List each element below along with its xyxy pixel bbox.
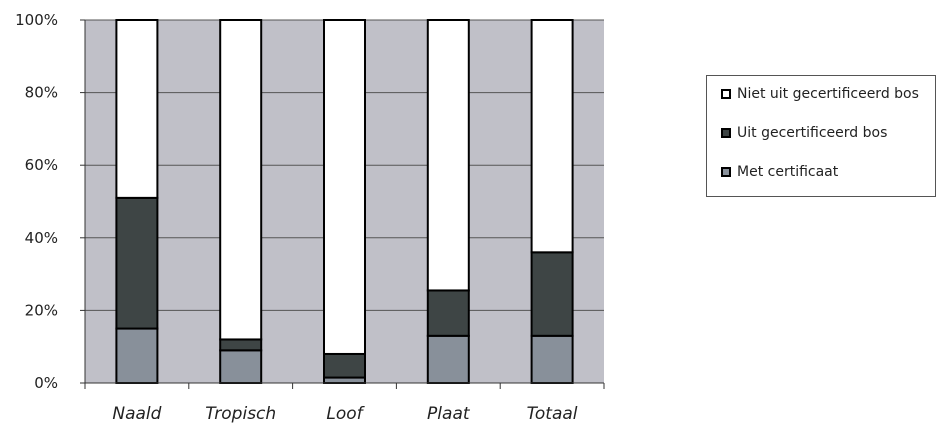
bars [115, 19, 574, 384]
y-tick-label: 100% [15, 11, 58, 29]
y-tick-label: 0% [34, 374, 58, 392]
legend-label: Niet uit gecertificeerd bos [737, 86, 919, 102]
bar-segment [530, 334, 574, 384]
x-category-label: Loof [326, 404, 365, 424]
legend-item-niet-uit-gecertificeerd-bos: Niet uit gecertificeerd bos [721, 86, 919, 102]
legend-label: Met certificaat [737, 164, 839, 180]
legend: Niet uit gecertificeerd bos Uit gecertif… [706, 75, 936, 197]
legend-item-met-certificaat: Met certificaat [721, 164, 838, 180]
y-tick-label: 80% [25, 84, 58, 102]
x-category-label: Tropisch [205, 404, 276, 424]
bar-segment [323, 352, 366, 379]
legend-swatch [721, 167, 731, 177]
axes [84, 20, 605, 389]
bar-segment [426, 19, 470, 292]
y-tick-label: 20% [25, 301, 58, 319]
legend-swatch [721, 128, 731, 138]
legend-item-uit-gecertificeerd-bos: Uit gecertificeerd bos [721, 125, 887, 141]
y-axis-ticks: 0% 20% 40% 60% 80% 100% [15, 11, 85, 392]
legend-label: Uit gecertificeerd bos [737, 125, 888, 141]
y-tick-label: 60% [25, 156, 58, 174]
y-tick-label: 40% [25, 229, 58, 247]
bar-segment [323, 19, 366, 355]
bar-segment [219, 19, 263, 341]
bar-segment [115, 19, 159, 199]
bar-segment [115, 196, 159, 330]
legend-swatch [721, 89, 731, 99]
x-axis-labels: Naald Tropisch Loof Plaat Totaal [112, 404, 577, 424]
bar-segment [426, 334, 470, 384]
bar-segment [219, 349, 263, 384]
bar-segment [530, 251, 574, 337]
x-category-label: Naald [112, 404, 161, 424]
bar-segment [426, 289, 470, 337]
x-category-label: Plaat [427, 404, 471, 424]
bar-segment [115, 327, 159, 384]
x-category-label: Totaal [527, 404, 578, 424]
bar-segment [219, 338, 263, 352]
bar-segment [530, 19, 574, 254]
stacked-bar-chart: 0% 20% 40% 60% 80% 100% Naald Tropisch Loof Plaa… [15, 11, 605, 424]
